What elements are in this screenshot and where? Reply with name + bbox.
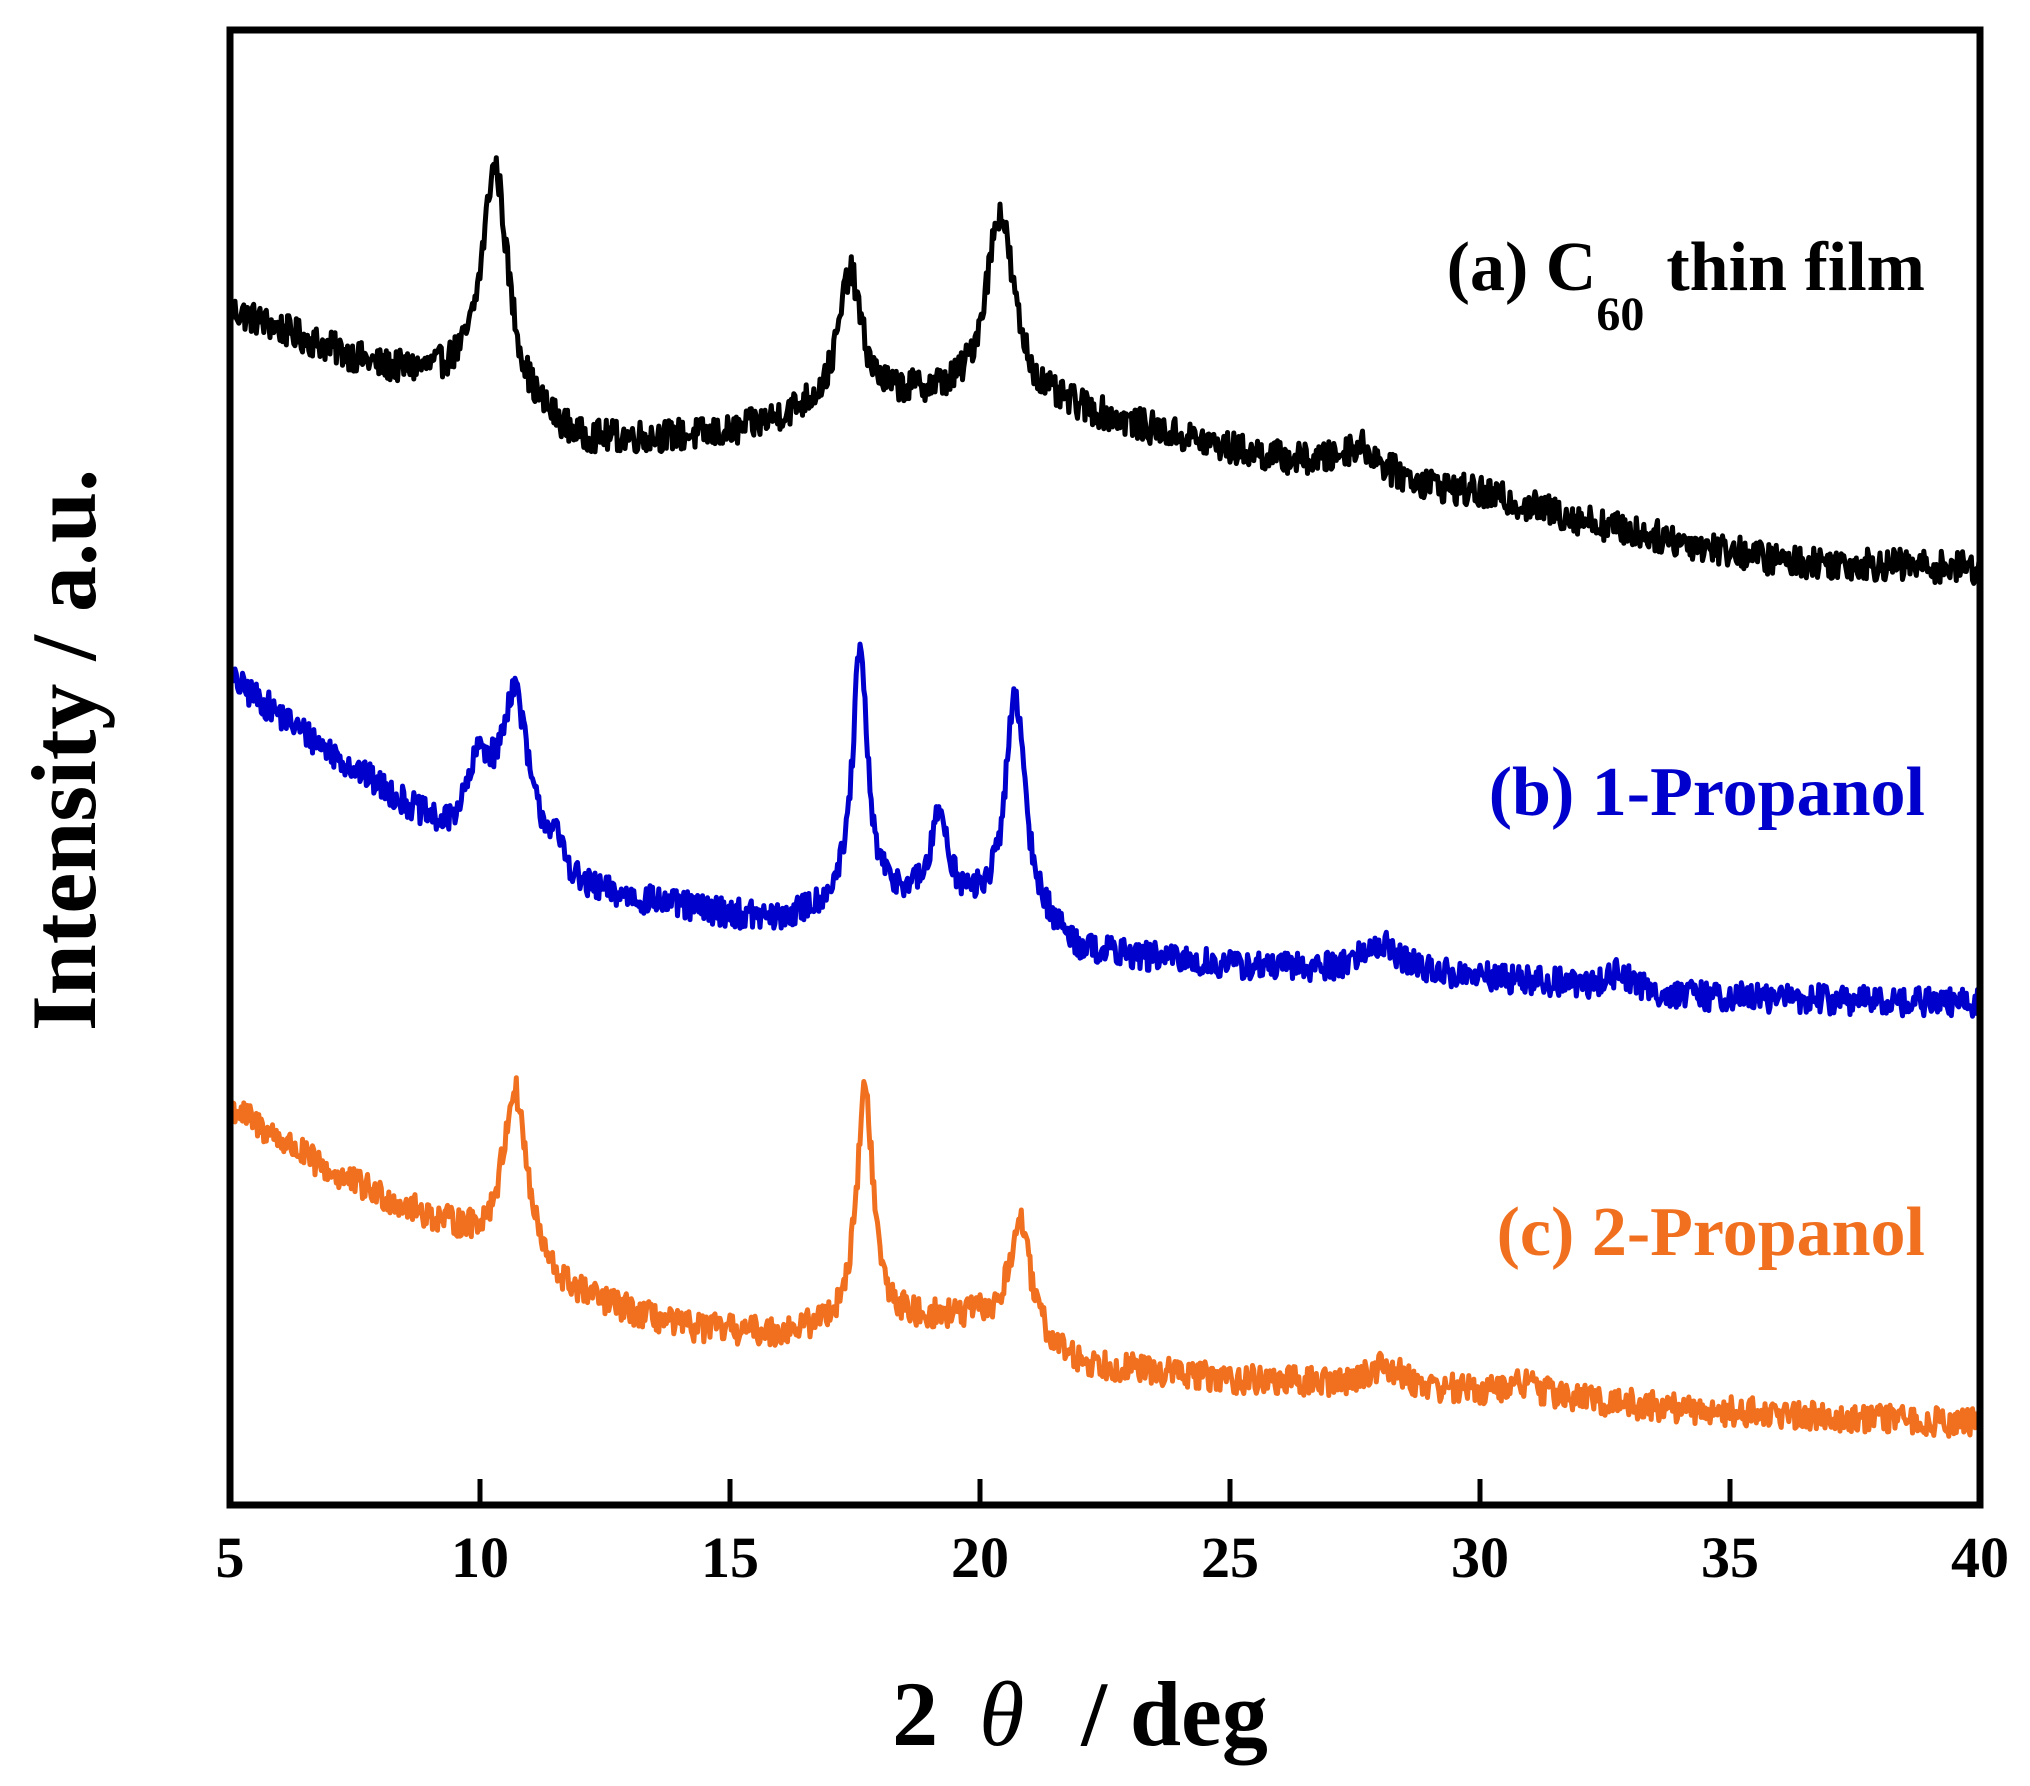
x-axis-title-unit: / deg [1080, 1663, 1268, 1765]
x-tick-label-5: 5 [216, 1525, 245, 1590]
x-axis-tick-labels: 5 10 15 20 25 30 35 40 [216, 1525, 2010, 1590]
x-axis-ticks [227, 1479, 1983, 1505]
x-axis-title: 2 θ / deg [892, 1663, 1268, 1765]
series-label-text: (a) C [1447, 229, 1597, 306]
plot-frame [226, 26, 1984, 1509]
series-label-subscript: 60 [1596, 288, 1644, 341]
x-tick-label-15: 15 [701, 1525, 759, 1590]
series-label-b: (b) 1-Propanol [1489, 754, 1925, 831]
series-labels: (a) C60 thin film (b) 1-Propanol (c) 2-Prop… [1447, 229, 1925, 1271]
x-tick-label-40: 40 [1951, 1525, 2009, 1590]
x-tick-label-35: 35 [1701, 1525, 1759, 1590]
series-label-c: (c) 2-Propanol [1497, 1194, 1925, 1271]
series-label-text: (b) 1-Propanol [1489, 754, 1925, 831]
x-axis-title-prefix: 2 [892, 1663, 938, 1765]
series-label-a: (a) C60 thin film [1447, 229, 1925, 341]
series-layer [227, 155, 1983, 1439]
x-tick-label-10: 10 [451, 1525, 509, 1590]
series-line-c [228, 1075, 1983, 1439]
series-line-a [227, 155, 1983, 586]
x-tick-label-30: 30 [1451, 1525, 1509, 1590]
x-tick-label-25: 25 [1201, 1525, 1259, 1590]
series-label-suffix: thin film [1666, 229, 1925, 306]
y-axis-title: Intensity / a.u. [13, 469, 115, 1031]
series-line-b [227, 641, 1982, 1019]
theta-symbol: θ [979, 1663, 1024, 1765]
series-label-text: (c) 2-Propanol [1497, 1194, 1925, 1271]
x-tick-label-20: 20 [951, 1525, 1009, 1590]
